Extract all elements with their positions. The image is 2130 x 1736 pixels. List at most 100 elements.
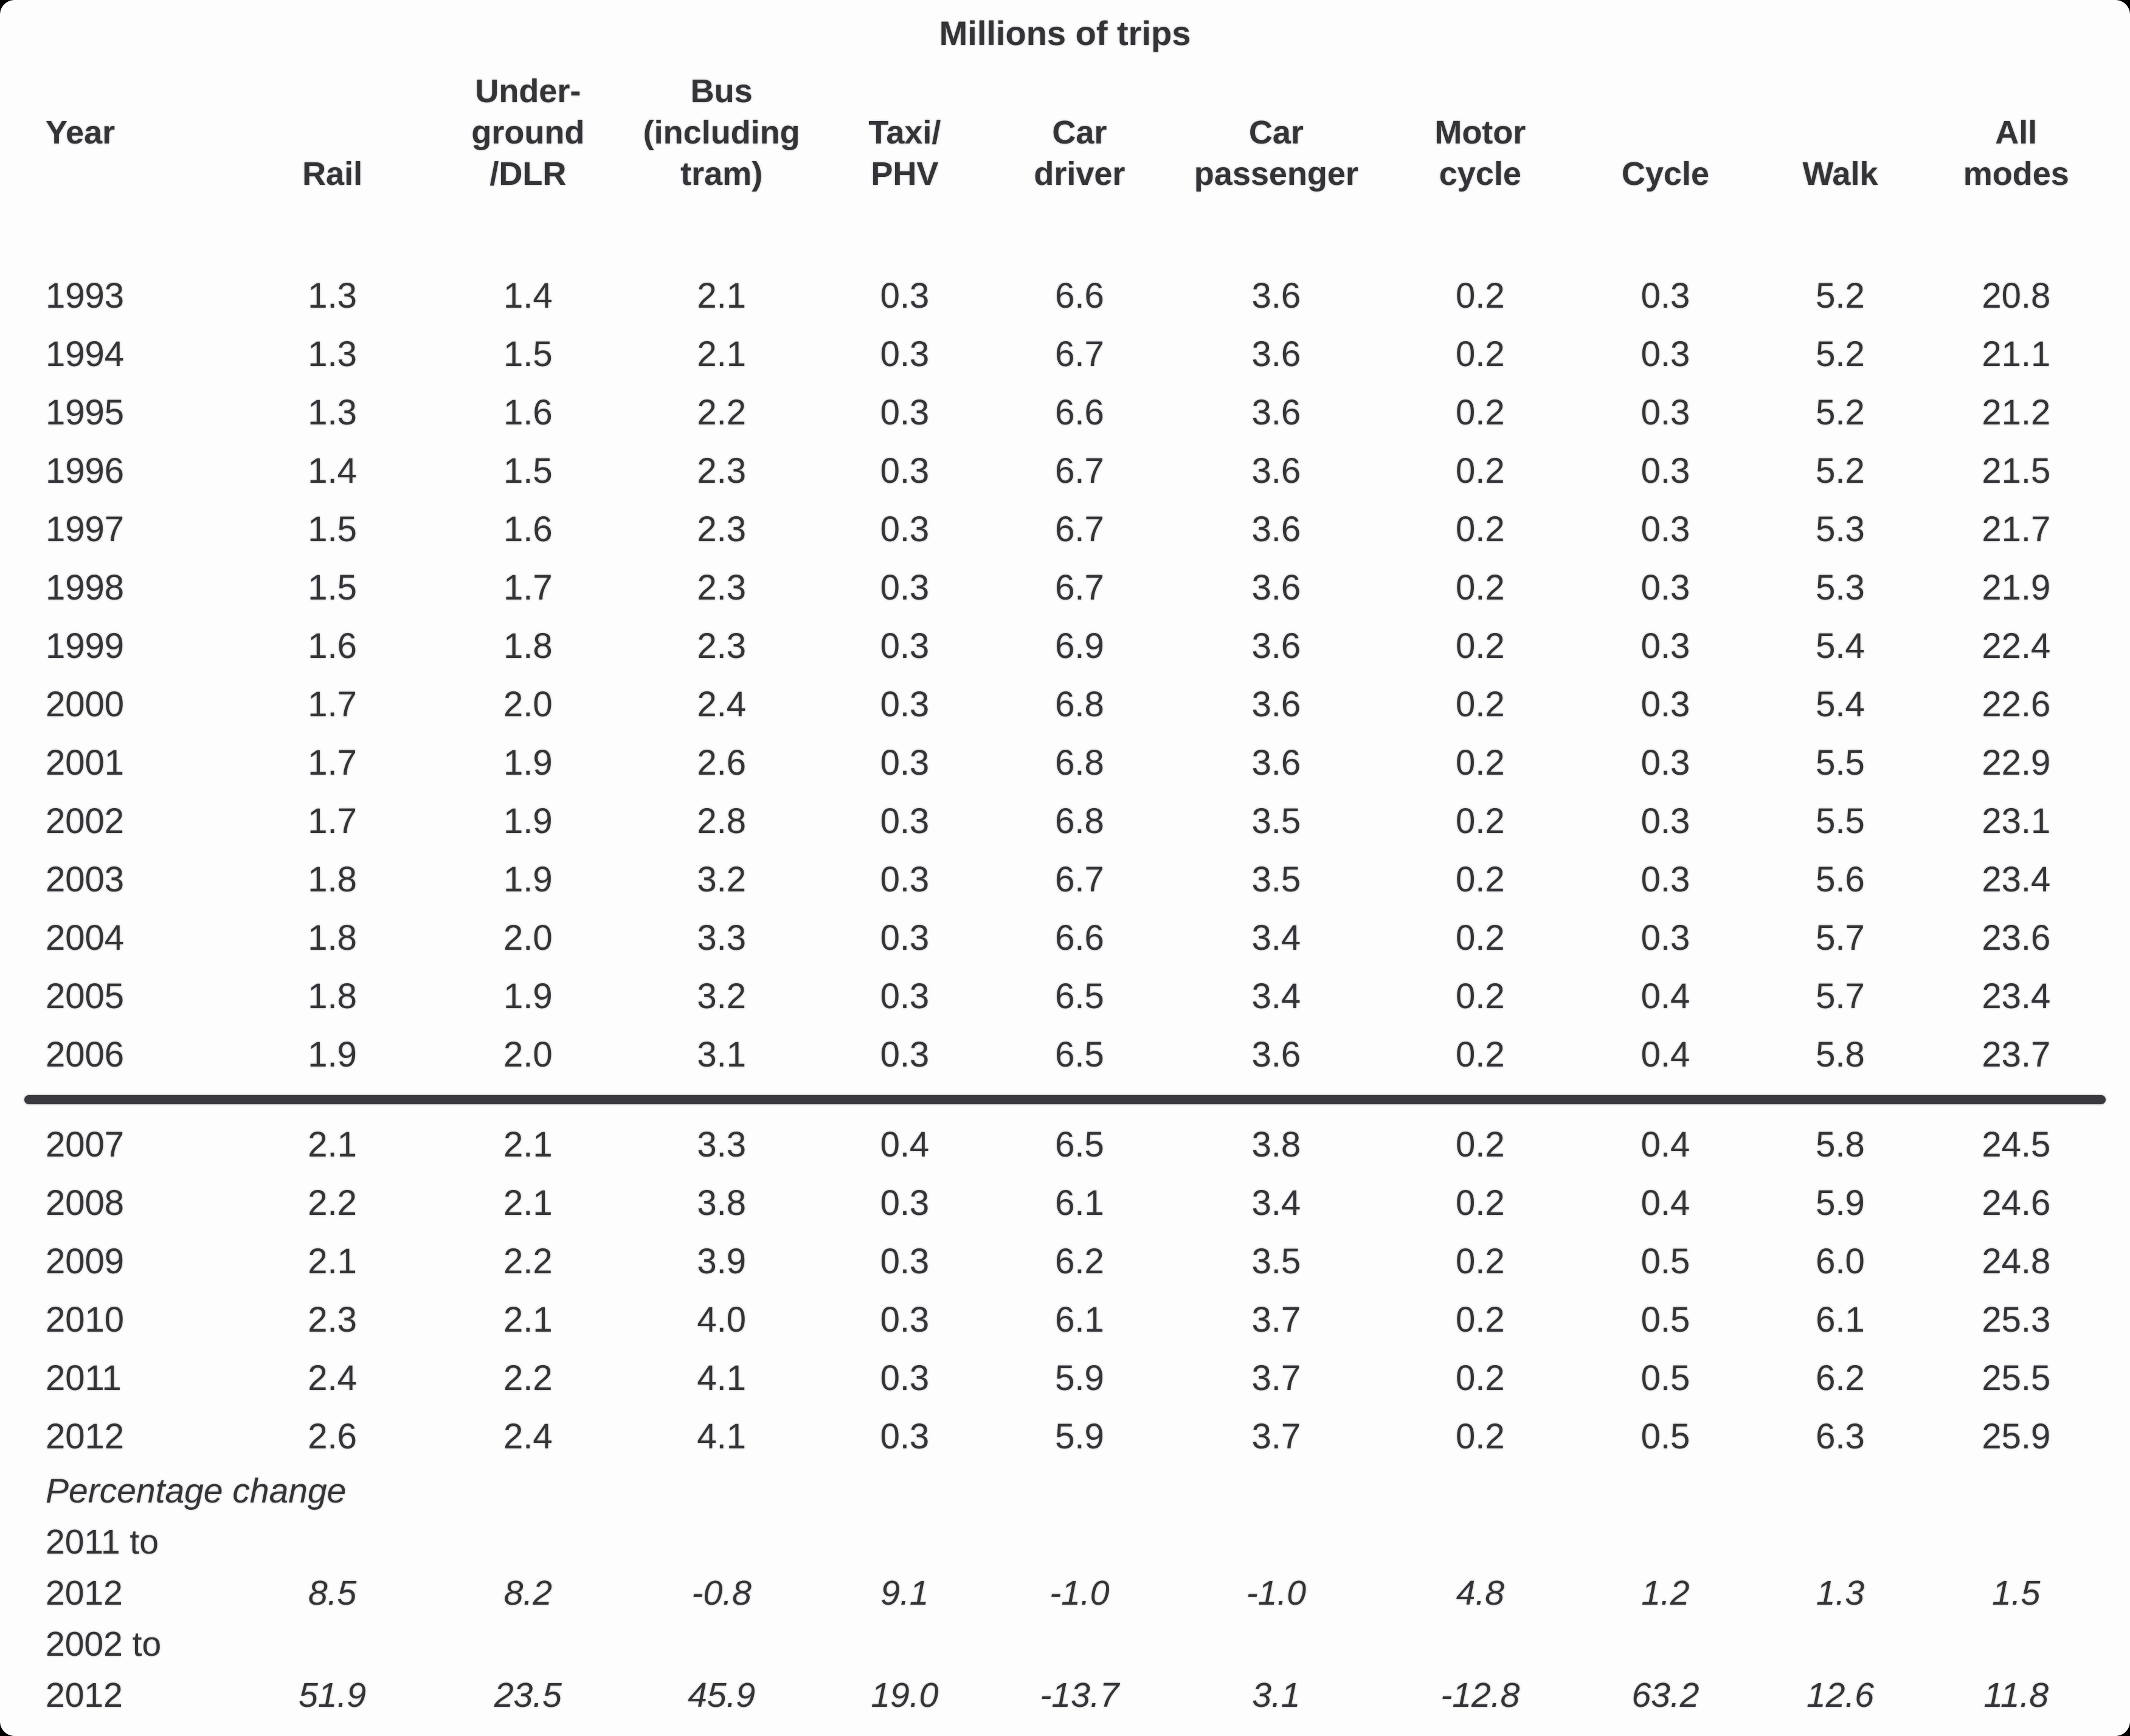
value-cell-bus-including-tram: 3.3 (697, 918, 746, 958)
column-header-year: Year (46, 114, 116, 151)
value-cell-all-modes: 24.8 (1982, 1241, 2051, 1281)
value-cell-underground-dlr: 2.0 (503, 918, 553, 958)
percentage-value-cell-taxi-phv: 19.0 (871, 1676, 939, 1715)
year-cell: 2010 (46, 1299, 125, 1340)
value-cell-taxi-phv: 0.3 (880, 918, 930, 958)
year-cell: 1998 (46, 567, 125, 607)
value-cell-taxi-phv: 0.3 (880, 742, 930, 783)
value-cell-all-modes: 24.6 (1982, 1183, 2051, 1223)
value-cell-walk: 5.7 (1816, 976, 1865, 1016)
period-values-row: 2012 8.5 8.2 -0.8 9.1 -1.0 -1.0 4.8 1.2 1.3 1.5 (24, 1568, 2106, 1619)
column-header-walk: Walk (1802, 156, 1878, 192)
value-cell-car-driver: 5.9 (1055, 1416, 1104, 1456)
value-cell-cycle: 0.4 (1641, 1124, 1690, 1164)
value-cell-walk: 5.2 (1816, 275, 1865, 316)
value-cell-taxi-phv: 0.3 (880, 1416, 930, 1456)
value-cell-motor-cycle: 0.2 (1456, 1241, 1505, 1281)
period-label: 2002 to (46, 1625, 162, 1664)
value-cell-cycle: 0.3 (1641, 742, 1690, 783)
percentage-value-cell-motor-cycle: 4.8 (1456, 1574, 1504, 1613)
value-cell-car-passenger: 3.8 (1251, 1124, 1301, 1164)
value-cell-underground-dlr: 2.4 (503, 1416, 553, 1456)
value-cell-car-driver: 6.2 (1055, 1241, 1104, 1281)
value-cell-bus-including-tram: 3.3 (697, 1124, 746, 1164)
year-cell: 1997 (46, 509, 125, 549)
value-cell-motor-cycle: 0.2 (1456, 742, 1505, 783)
year-cell: 2005 (46, 976, 125, 1016)
value-cell-underground-dlr: 1.9 (503, 801, 553, 841)
value-cell-underground-dlr: 1.6 (503, 509, 553, 549)
period-values-row: 2012 51.9 23.5 45.9 19.0 -13.7 3.1 -12.8 63.2 12.… (24, 1670, 2106, 1721)
value-cell-cycle: 0.4 (1641, 976, 1690, 1016)
value-cell-bus-including-tram: 3.2 (697, 976, 746, 1016)
value-cell-all-modes: 21.5 (1982, 451, 2051, 491)
value-cell-taxi-phv: 0.3 (880, 1299, 930, 1340)
value-cell-all-modes: 23.4 (1982, 859, 2051, 899)
value-cell-motor-cycle: 0.2 (1456, 918, 1505, 958)
table-row: 2006 1.9 2.0 3.1 0.3 6.5 3.6 0.2 0.4 5.8 23.7 (24, 1025, 2106, 1084)
value-cell-taxi-phv: 0.3 (880, 1358, 930, 1398)
year-cell: 2007 (46, 1124, 125, 1164)
value-cell-car-driver: 6.5 (1055, 976, 1104, 1016)
value-cell-taxi-phv: 0.4 (880, 1124, 930, 1164)
value-cell-motor-cycle: 0.2 (1456, 1416, 1505, 1456)
table-row: 2004 1.8 2.0 3.3 0.3 6.6 3.4 0.2 0.3 5.7 23.6 (24, 908, 2106, 967)
percentage-value-cell-rail: 8.5 (308, 1574, 357, 1613)
value-cell-taxi-phv: 0.3 (880, 451, 930, 491)
value-cell-walk: 6.3 (1816, 1416, 1865, 1456)
year-cell: 2004 (46, 918, 125, 958)
value-cell-car-passenger: 3.5 (1251, 801, 1301, 841)
value-cell-underground-dlr: 1.7 (503, 567, 553, 607)
value-cell-walk: 5.8 (1816, 1034, 1865, 1074)
value-cell-all-modes: 25.3 (1982, 1299, 2051, 1340)
value-cell-rail: 2.4 (308, 1358, 357, 1398)
value-cell-all-modes: 25.5 (1982, 1358, 2051, 1398)
value-cell-car-driver: 6.9 (1055, 626, 1104, 666)
value-cell-car-passenger: 3.4 (1251, 976, 1301, 1016)
value-cell-rail: 2.2 (308, 1183, 357, 1223)
value-cell-motor-cycle: 0.2 (1456, 275, 1505, 316)
value-cell-car-passenger: 3.6 (1251, 1034, 1301, 1074)
value-cell-car-passenger: 3.6 (1251, 392, 1301, 432)
value-cell-underground-dlr: 1.4 (503, 275, 553, 316)
value-cell-walk: 5.3 (1816, 509, 1865, 549)
value-cell-walk: 5.8 (1816, 1124, 1865, 1164)
value-cell-car-driver: 6.6 (1055, 275, 1104, 316)
value-cell-cycle: 0.3 (1641, 509, 1690, 549)
value-cell-cycle: 0.3 (1641, 684, 1690, 724)
value-cell-bus-including-tram: 3.9 (697, 1241, 746, 1281)
value-cell-cycle: 0.3 (1641, 801, 1690, 841)
value-cell-rail: 2.1 (308, 1241, 357, 1281)
value-cell-motor-cycle: 0.2 (1456, 1299, 1505, 1340)
percentage-value-cell-car-driver: -1.0 (1049, 1574, 1110, 1613)
value-cell-car-passenger: 3.6 (1251, 275, 1301, 316)
table-row: 2005 1.8 1.9 3.2 0.3 6.5 3.4 0.2 0.4 5.7 23.4 (24, 967, 2106, 1025)
separator-row (24, 1084, 2106, 1115)
percentage-value-cell-car-driver: -13.7 (1040, 1676, 1119, 1715)
value-cell-car-passenger: 3.6 (1251, 334, 1301, 374)
value-cell-underground-dlr: 1.9 (503, 742, 553, 783)
value-cell-car-driver: 6.7 (1055, 451, 1104, 491)
percentage-value-cell-car-passenger: 3.1 (1252, 1676, 1301, 1715)
table-row: 2011 2.4 2.2 4.1 0.3 5.9 3.7 0.2 0.5 6.2 25.5 (24, 1349, 2106, 1407)
value-cell-rail: 1.5 (308, 509, 357, 549)
value-cell-motor-cycle: 0.2 (1456, 509, 1505, 549)
value-cell-bus-including-tram: 4.0 (697, 1299, 746, 1340)
value-cell-taxi-phv: 0.3 (880, 1034, 930, 1074)
value-cell-motor-cycle: 0.2 (1456, 626, 1505, 666)
value-cell-rail: 1.7 (308, 801, 357, 841)
value-cell-rail: 1.4 (308, 451, 357, 491)
year-cell: 2006 (46, 1034, 125, 1074)
value-cell-car-driver: 6.5 (1055, 1034, 1104, 1074)
value-cell-all-modes: 22.6 (1982, 684, 2051, 724)
value-cell-motor-cycle: 0.2 (1456, 1183, 1505, 1223)
value-cell-underground-dlr: 2.1 (503, 1183, 553, 1223)
table-row: 1998 1.5 1.7 2.3 0.3 6.7 3.6 0.2 0.3 5.3 21.9 (24, 558, 2106, 617)
period-year-cell: 2012 (46, 1574, 123, 1613)
table-row: 1996 1.4 1.5 2.3 0.3 6.7 3.6 0.2 0.3 5.2 21.5 (24, 441, 2106, 500)
value-cell-motor-cycle: 0.2 (1456, 567, 1505, 607)
value-cell-underground-dlr: 2.2 (503, 1358, 553, 1398)
value-cell-cycle: 0.4 (1641, 1034, 1690, 1074)
value-cell-car-driver: 6.8 (1055, 742, 1104, 783)
percentage-value-cell-cycle: 1.2 (1641, 1574, 1690, 1613)
